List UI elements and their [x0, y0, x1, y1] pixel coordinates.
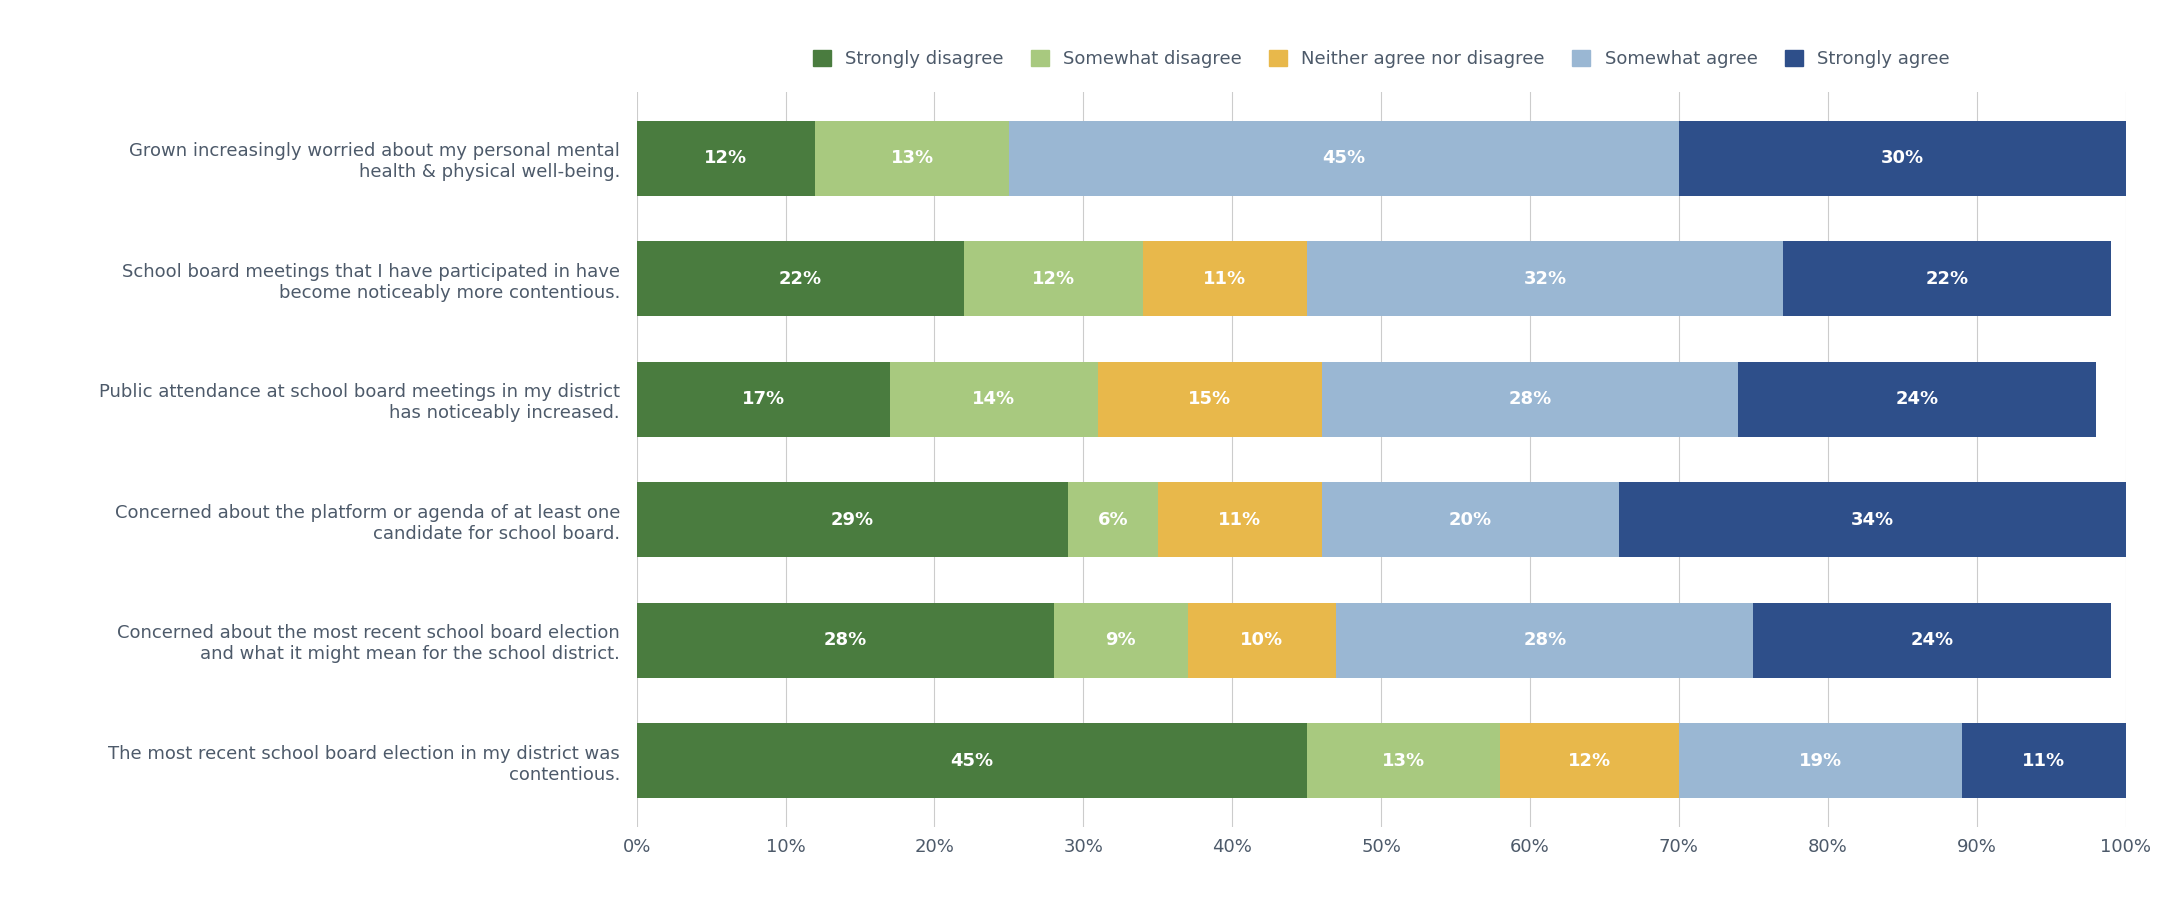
Text: 15%: 15%: [1189, 391, 1232, 408]
Text: 11%: 11%: [1204, 269, 1247, 288]
Legend: Strongly disagree, Somewhat disagree, Neither agree nor disagree, Somewhat agree: Strongly disagree, Somewhat disagree, Ne…: [814, 50, 1949, 68]
Text: 28%: 28%: [824, 631, 868, 650]
Text: 13%: 13%: [1381, 752, 1424, 770]
Text: 30%: 30%: [1882, 149, 1923, 167]
Bar: [965, 242, 1144, 316]
Bar: [1321, 482, 1618, 557]
Bar: [1098, 362, 1321, 437]
Bar: [1500, 723, 1679, 799]
Text: 6%: 6%: [1098, 511, 1129, 528]
Bar: [637, 120, 816, 196]
Bar: [1618, 482, 2126, 557]
Text: 28%: 28%: [1524, 631, 1567, 650]
Bar: [637, 603, 1053, 677]
Bar: [637, 362, 889, 437]
Bar: [816, 120, 1008, 196]
Text: 29%: 29%: [831, 511, 874, 528]
Bar: [1752, 603, 2111, 677]
Text: 24%: 24%: [1910, 631, 1953, 650]
Bar: [1679, 120, 2126, 196]
Text: 11%: 11%: [2022, 752, 2065, 770]
Text: 22%: 22%: [1925, 269, 1968, 288]
Bar: [1679, 723, 1962, 799]
Bar: [1962, 723, 2126, 799]
Bar: [1144, 242, 1306, 316]
Text: 24%: 24%: [1895, 391, 1938, 408]
Bar: [637, 723, 1306, 799]
Text: 11%: 11%: [1217, 511, 1260, 528]
Bar: [1783, 242, 2111, 316]
Bar: [1053, 603, 1187, 677]
Text: 28%: 28%: [1508, 391, 1552, 408]
Bar: [1321, 362, 1739, 437]
Bar: [1157, 482, 1321, 557]
Bar: [889, 362, 1098, 437]
Text: 19%: 19%: [1800, 752, 1843, 770]
Bar: [637, 242, 965, 316]
Text: 10%: 10%: [1241, 631, 1284, 650]
Text: 9%: 9%: [1105, 631, 1135, 650]
Bar: [1008, 120, 1679, 196]
Bar: [1336, 603, 1752, 677]
Text: 17%: 17%: [742, 391, 786, 408]
Text: 12%: 12%: [704, 149, 747, 167]
Text: 22%: 22%: [779, 269, 822, 288]
Text: 45%: 45%: [1323, 149, 1366, 167]
Bar: [637, 482, 1068, 557]
Bar: [1306, 723, 1500, 799]
Text: 12%: 12%: [1569, 752, 1612, 770]
Bar: [1068, 482, 1159, 557]
Text: 34%: 34%: [1852, 511, 1895, 528]
Text: 20%: 20%: [1448, 511, 1491, 528]
Text: 45%: 45%: [950, 752, 993, 770]
Text: 13%: 13%: [891, 149, 934, 167]
Text: 32%: 32%: [1524, 269, 1567, 288]
Text: 14%: 14%: [973, 391, 1016, 408]
Bar: [1187, 603, 1336, 677]
Bar: [1739, 362, 2095, 437]
Bar: [1306, 242, 1783, 316]
Text: 12%: 12%: [1032, 269, 1075, 288]
